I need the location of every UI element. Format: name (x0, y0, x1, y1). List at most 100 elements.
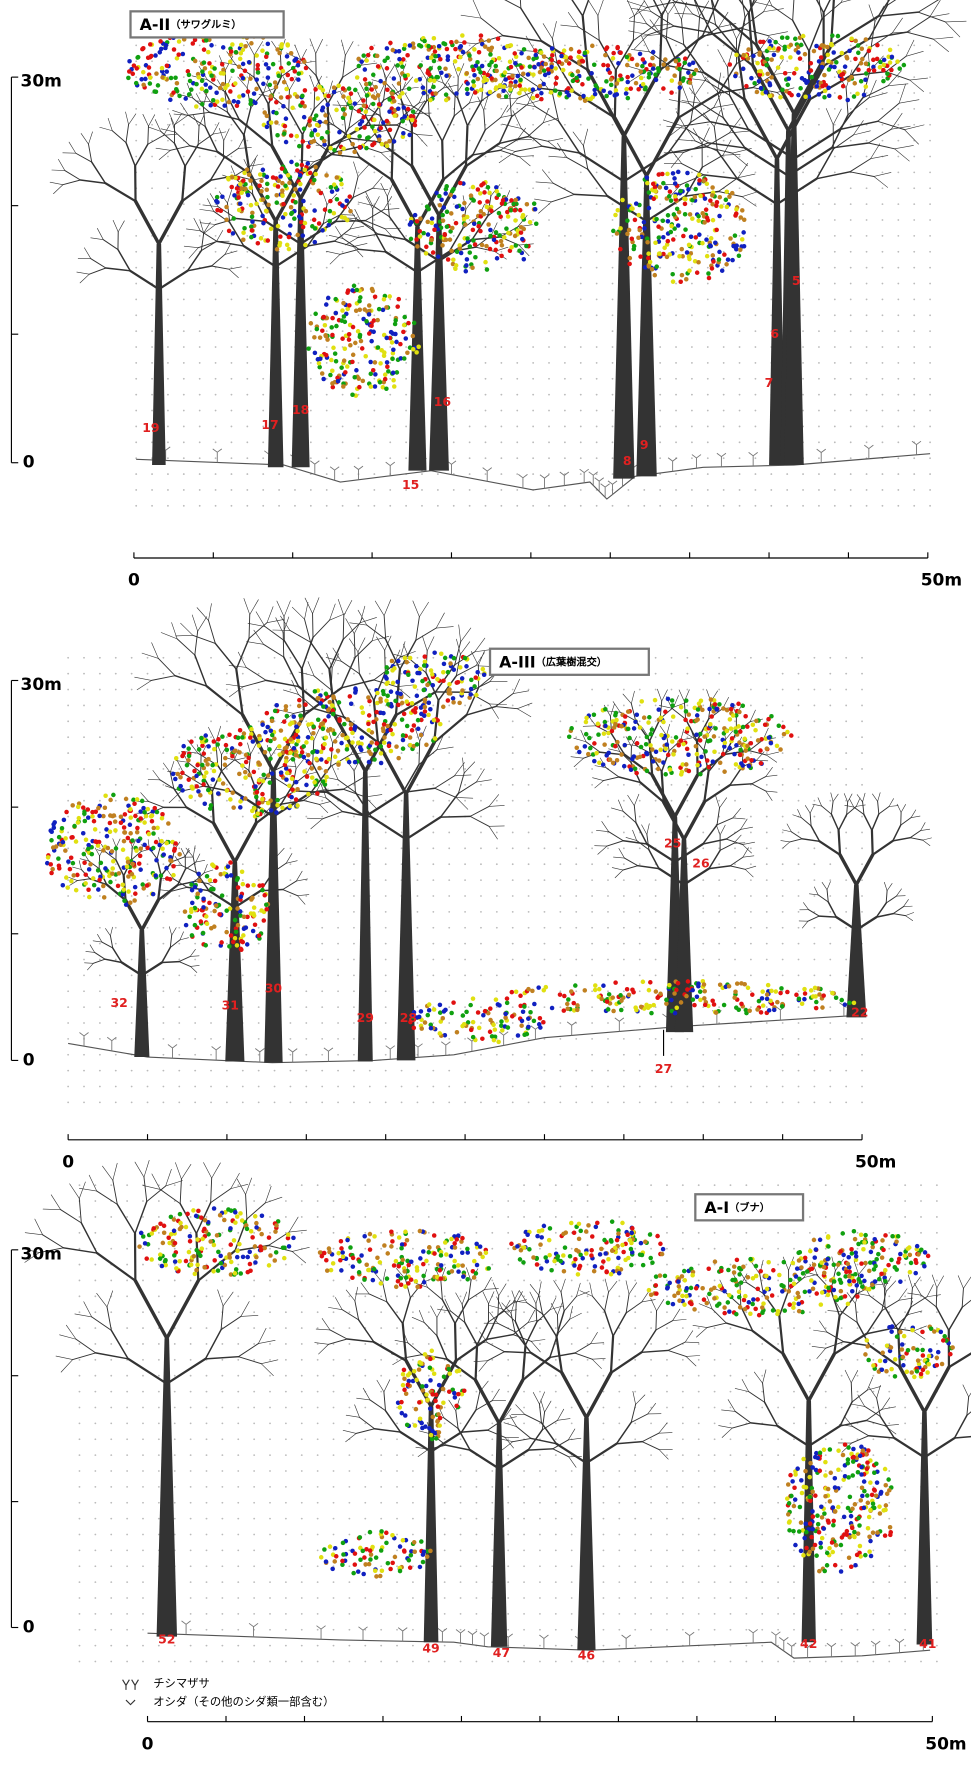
grid-dot (269, 1549, 271, 1551)
grid-dot (448, 736, 450, 738)
grid-dot (834, 505, 836, 507)
grid-dot (603, 1407, 605, 1409)
grid-dot (417, 895, 419, 897)
grid-dot (675, 441, 677, 443)
grid-dot (226, 990, 228, 992)
grid-dot (650, 1200, 652, 1202)
grid-dot (126, 1645, 128, 1647)
grid-dot (555, 1216, 557, 1218)
grid-dot (612, 251, 614, 253)
grid-dot (850, 124, 852, 126)
grid-dot (929, 44, 931, 46)
grid-dot (739, 346, 741, 348)
grid-dot (666, 1438, 668, 1440)
grid-dot (571, 1248, 573, 1250)
grid-dot (162, 974, 164, 976)
grid-dot (94, 1327, 96, 1329)
grid-dot (301, 1486, 303, 1488)
grid-dot (603, 1613, 605, 1615)
grid-dot (389, 267, 391, 269)
grid-dot (348, 1184, 350, 1186)
grid-dot (920, 1200, 922, 1202)
grid-dot (564, 394, 566, 396)
grid-dot (532, 505, 534, 507)
grid-dot (512, 752, 514, 754)
grid-dot (730, 1549, 732, 1551)
grid-dot (158, 1391, 160, 1393)
grid-dot (262, 235, 264, 237)
grid-dot (190, 1597, 192, 1599)
grid-dot (555, 1295, 557, 1297)
grid-dot (221, 1581, 223, 1583)
grid-dot (841, 1661, 843, 1663)
grid-dot (702, 720, 704, 722)
grid-dot (702, 705, 704, 707)
grid-dot (723, 441, 725, 443)
grid-dot (612, 283, 614, 285)
grid-dot (476, 1518, 478, 1520)
grid-dot (555, 1645, 557, 1647)
grid-dot (936, 1264, 938, 1266)
grid-dot (857, 1613, 859, 1615)
grid-dot (496, 832, 498, 834)
grid-dot (167, 489, 169, 491)
grid-dot (364, 1232, 366, 1234)
grid-dot (596, 267, 598, 269)
grid-dot (639, 895, 641, 897)
grid-dot (739, 156, 741, 158)
grid-dot (507, 1534, 509, 1536)
grid-dot (301, 1327, 303, 1329)
grid-dot (326, 60, 328, 62)
grid-dot (285, 1518, 287, 1520)
grid-dot (460, 1216, 462, 1218)
grid-dot (739, 235, 741, 237)
grid-dot (770, 505, 772, 507)
grid-dot (850, 505, 852, 507)
grid-dot (253, 1343, 255, 1345)
grid-dot (634, 1248, 636, 1250)
grid-dot (730, 1422, 732, 1424)
grid-dot (83, 1070, 85, 1072)
grid-dot (99, 974, 101, 976)
branch (100, 127, 113, 130)
grid-dot (337, 1086, 339, 1088)
grid-dot (730, 1232, 732, 1234)
grid-dot (686, 705, 688, 707)
grid-dot (718, 895, 720, 897)
grid-dot (396, 1597, 398, 1599)
grid-dot (512, 974, 514, 976)
grid-dot (596, 156, 598, 158)
grid-dot (818, 251, 820, 253)
grid-dot (650, 1327, 652, 1329)
grid-dot (841, 1200, 843, 1202)
grid-dot (761, 1470, 763, 1472)
grid-dot (326, 219, 328, 221)
grid-dot (183, 473, 185, 475)
grid-dot (575, 1070, 577, 1072)
grid-dot (802, 156, 804, 158)
grid-dot (650, 1661, 652, 1663)
grid-dot (920, 1661, 922, 1663)
grid-dot (829, 1038, 831, 1040)
grid-dot (464, 800, 466, 802)
grid-dot (798, 911, 800, 913)
grid-dot (194, 974, 196, 976)
grid-dot (246, 378, 248, 380)
grid-dot (183, 283, 185, 285)
grid-dot (730, 1565, 732, 1567)
grid-dot (310, 267, 312, 269)
grid-dot (226, 752, 228, 754)
grid-dot (575, 816, 577, 818)
grid-dot (310, 378, 312, 380)
grid-dot (151, 251, 153, 253)
grid-dot (718, 863, 720, 865)
grid-dot (913, 44, 915, 46)
grid-dot (448, 1070, 450, 1072)
grid-dot (496, 959, 498, 961)
grid-dot (167, 267, 169, 269)
grid-dot (872, 1359, 874, 1361)
grid-dot (496, 847, 498, 849)
grid-dot (194, 990, 196, 992)
grid-dot (528, 1101, 530, 1103)
grid-dot (94, 1280, 96, 1282)
